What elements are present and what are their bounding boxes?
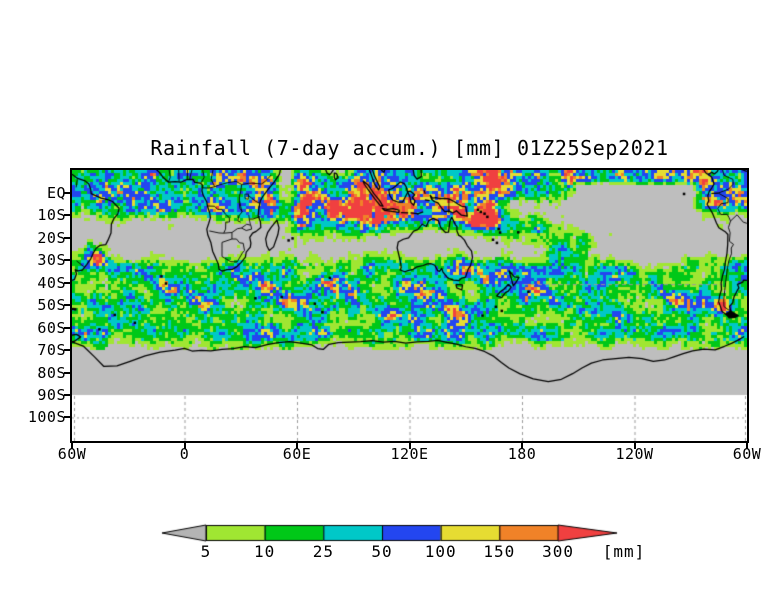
y-tick-mark [64,281,70,284]
y-tick-label: 10S [37,206,66,225]
x-tick-label: 120W [615,445,654,463]
y-tick-mark [64,394,70,396]
y-tick-mark [64,349,70,352]
x-tick-label: 180 [507,445,537,463]
y-tick-label: 30S [37,251,66,270]
y-tick-mark [64,214,70,217]
x-tick-mark [183,443,186,449]
map-frame [70,168,749,443]
y-tick-label: 20S [37,228,66,247]
x-tick-label: 60W [732,445,762,463]
y-tick-mark [64,236,70,239]
chart-title: Rainfall (7-day accum.) [mm] 01Z25Sep202… [150,136,669,160]
y-tick-label: 100S [27,408,66,427]
colorbar-tick-label: 25 [312,542,334,561]
x-tick-label: 60W [57,445,87,463]
map-canvas [72,170,747,441]
y-tick-label: 40S [37,273,66,292]
x-tick-label: 60E [282,445,312,463]
x-tick-mark [746,443,748,449]
colorbar-unit-label: [mm] [602,542,646,561]
x-tick-mark [408,443,411,449]
colorbar-tick-label: 300 [542,542,574,561]
y-tick-label: 90S [37,386,66,404]
y-tick-mark [64,416,70,419]
colorbar-tick-label: 150 [483,542,516,561]
y-tick-mark [64,371,70,374]
x-tick-mark [633,443,636,449]
colorbar-canvas [150,519,630,545]
x-tick-label: 0 [179,445,190,463]
y-tick-label: 60S [37,318,66,337]
y-tick-label: 80S [37,363,66,382]
colorbar-tick-label: 100 [424,542,457,561]
x-tick-mark [71,443,73,449]
y-tick-label: 50S [37,296,66,315]
y-tick-mark [64,304,70,307]
x-tick-label: 120E [390,445,429,463]
colorbar-tick-label: 10 [254,542,276,561]
y-tick-mark [64,326,70,329]
y-tick-label: EQ [46,184,66,202]
colorbar-tick-label: 50 [371,542,393,561]
colorbar-tick-label: 5 [200,542,212,561]
y-tick-mark [64,259,70,262]
x-tick-mark [296,443,298,449]
x-tick-mark [521,443,523,449]
y-tick-label: 70S [37,341,66,360]
y-tick-mark [64,192,70,194]
